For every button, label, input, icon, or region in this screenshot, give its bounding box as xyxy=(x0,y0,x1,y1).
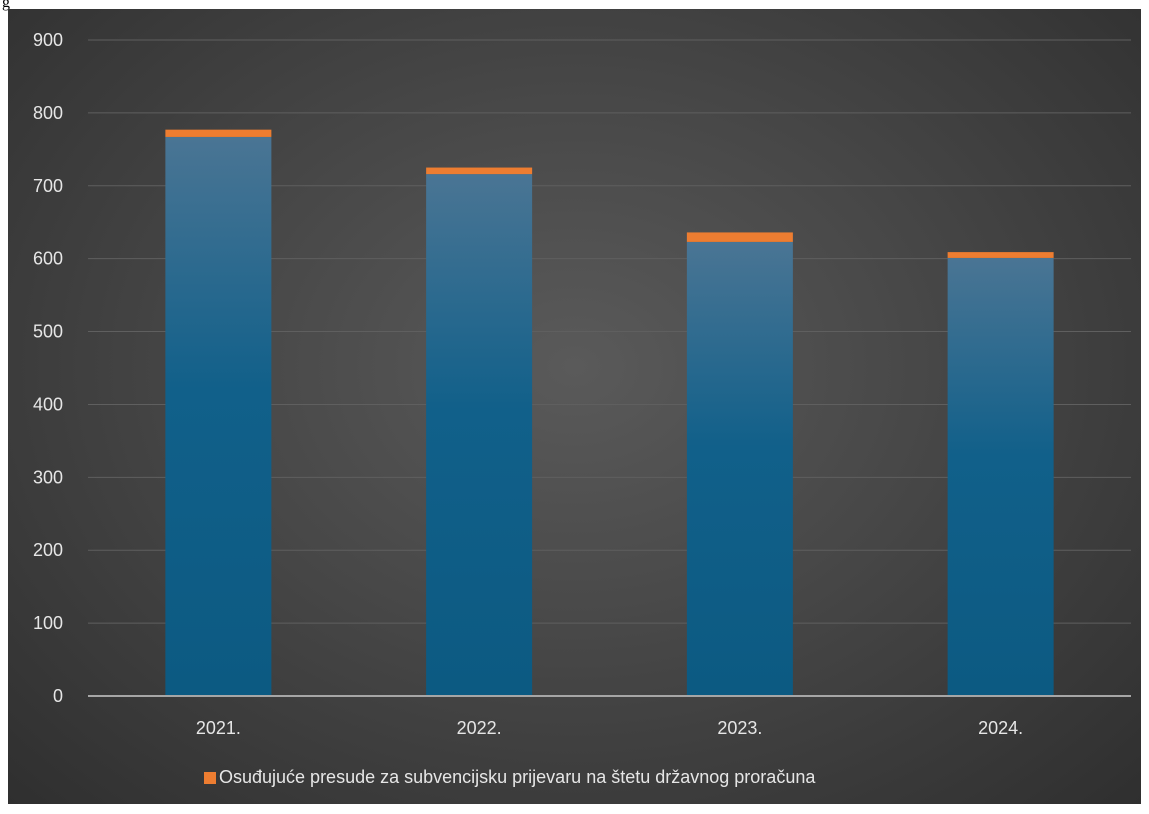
y-tick-label: 200 xyxy=(33,540,63,560)
y-tick-label: 900 xyxy=(33,30,63,50)
legend: Osuđujuće presude za subvencijsku prijev… xyxy=(204,767,815,788)
x-tick-label: 2021. xyxy=(196,718,241,738)
y-tick-label: 700 xyxy=(33,176,63,196)
bar-main-2021 xyxy=(165,136,272,696)
bar-segment-2023 xyxy=(686,232,793,242)
figure-caption: g xyxy=(2,0,10,11)
chart-area: 0 100 200 300 400 500 600 700 800 900 2021. 2022. 2… xyxy=(8,9,1141,804)
x-tick-label: 2022. xyxy=(457,718,502,738)
y-tick-label: 0 xyxy=(53,686,63,706)
bar-main-2022 xyxy=(426,174,533,697)
y-tick-label: 300 xyxy=(33,467,63,487)
y-tick-label: 500 xyxy=(33,322,63,342)
x-tick-label: 2023. xyxy=(717,718,762,738)
y-tick-label: 100 xyxy=(33,613,63,633)
x-tick-label: 2024. xyxy=(978,718,1023,738)
y-tick-label: 800 xyxy=(33,103,63,123)
y-tick-label: 600 xyxy=(33,249,63,269)
bars xyxy=(165,129,1054,697)
bar-segment-2021 xyxy=(165,129,272,137)
bar-segment-2024 xyxy=(947,252,1054,258)
bar-segment-2022 xyxy=(426,167,533,175)
legend-label: Osuđujuće presude za subvencijsku prijev… xyxy=(219,767,816,787)
y-axis-ticks: 0 100 200 300 400 500 600 700 800 900 xyxy=(33,30,63,706)
y-tick-label: 400 xyxy=(33,394,63,414)
bar-main-2023 xyxy=(686,241,793,696)
x-axis-ticks: 2021. 2022. 2023. 2024. xyxy=(196,718,1023,738)
bar-main-2024 xyxy=(947,257,1054,696)
legend-swatch xyxy=(204,771,216,784)
